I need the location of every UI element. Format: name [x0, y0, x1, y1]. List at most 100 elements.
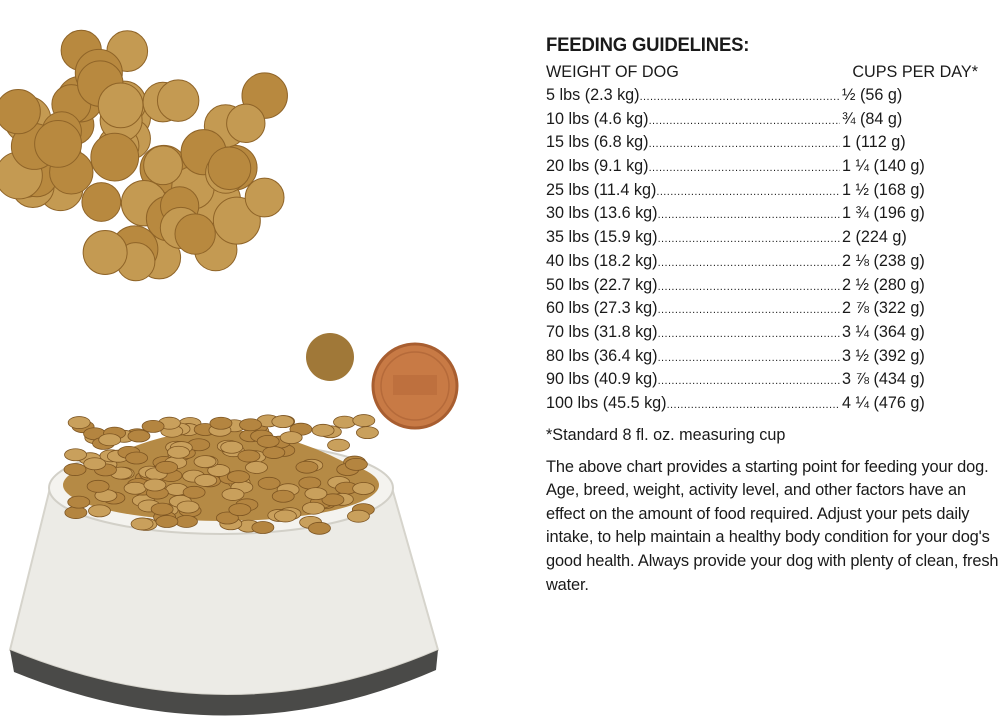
kibble — [227, 470, 250, 484]
kibble — [347, 509, 370, 523]
kibble — [221, 488, 245, 501]
kibble — [244, 177, 285, 218]
kibble — [176, 500, 200, 514]
weight-cell: 10 lbs (4.6 kg) — [546, 109, 649, 128]
description-paragraph: The above chart provides a starting poin… — [546, 457, 999, 594]
weight-cell: 100 lbs (45.5 kg) — [546, 393, 667, 412]
kibble — [245, 461, 268, 474]
cups-cell: 2 (224 g) — [842, 228, 907, 247]
table-row: 10 lbs (4.6 kg) ¾ (84 g) — [546, 108, 946, 132]
table-row: 15 lbs (6.8 kg) 1 (112 g) — [546, 131, 946, 155]
kibble — [207, 146, 252, 191]
kibble — [143, 478, 167, 492]
kibble — [298, 476, 322, 490]
kibble — [88, 504, 111, 518]
kibble — [271, 415, 295, 429]
kibble — [311, 423, 335, 437]
cups-cell: 1 ½ (168 g) — [842, 180, 925, 199]
kibble — [175, 515, 198, 528]
cups-cell: 2 ½ (280 g) — [842, 275, 925, 294]
kibble — [207, 464, 231, 477]
dot-leader — [658, 347, 840, 371]
kibble — [220, 440, 244, 454]
kibble — [155, 460, 179, 474]
kibble — [174, 213, 216, 255]
kibble — [352, 482, 376, 495]
kibble — [251, 521, 275, 534]
kibble — [257, 476, 281, 490]
dot-leader — [649, 110, 840, 134]
kibble — [333, 415, 356, 429]
product-photo — [0, 29, 459, 716]
kibble — [0, 88, 41, 135]
kibble — [81, 182, 122, 222]
kibble — [125, 451, 148, 465]
table-row: 100 lbs (45.5 kg) 4 ¼ (476 g) — [546, 392, 946, 416]
weight-cell: 80 lbs (36.4 kg) — [546, 346, 658, 365]
table-header: WEIGHT OF DOG CUPS PER DAY* — [546, 60, 978, 84]
kibble — [34, 119, 82, 168]
cups-cell: 3 ⅞ (434 g) — [842, 370, 925, 389]
kibble — [302, 501, 325, 515]
cups-cell: 2 ⅞ (322 g) — [842, 299, 925, 318]
kibble — [308, 521, 331, 535]
kibble — [262, 446, 286, 459]
dot-leader — [649, 133, 840, 157]
weight-cell: 50 lbs (22.7 kg) — [546, 275, 658, 294]
table-row: 35 lbs (15.9 kg) 2 (224 g) — [546, 226, 946, 250]
table-row: 90 lbs (40.9 kg) 3 ⅞ (434 g) — [546, 368, 946, 392]
dot-leader — [649, 157, 840, 181]
kibble — [86, 479, 110, 493]
header-cups: CUPS PER DAY* — [852, 63, 978, 81]
weight-cell: 90 lbs (40.9 kg) — [546, 370, 658, 389]
kibble — [237, 449, 261, 463]
dot-leader — [640, 86, 840, 110]
kibble — [83, 457, 107, 471]
cups-cell: 3 ½ (392 g) — [842, 346, 925, 365]
kibble — [256, 434, 280, 448]
dot-leader — [658, 252, 840, 276]
kibble — [143, 145, 183, 186]
weight-cell: 40 lbs (18.2 kg) — [546, 251, 658, 270]
cups-cell: 1 ¼ (140 g) — [842, 157, 925, 176]
dot-leader — [658, 228, 840, 252]
kibble — [209, 416, 233, 430]
kibble — [271, 489, 295, 503]
kibble — [304, 487, 328, 501]
penny-image — [371, 342, 459, 430]
dot-leader — [658, 323, 840, 347]
kibble — [63, 463, 87, 476]
table-row: 70 lbs (31.8 kg) 3 ¼ (364 g) — [546, 321, 946, 345]
kibble — [356, 426, 379, 440]
kibble — [127, 429, 151, 443]
dot-leader — [667, 394, 840, 418]
table-row: 60 lbs (27.3 kg) 2 ⅞ (322 g) — [546, 297, 946, 321]
footnote: *Standard 8 fl. oz. measuring cup — [546, 425, 786, 444]
feeding-table: 5 lbs (2.3 kg) ½ (56 g) 10 lbs (4.6 kg) ¾ (… — [546, 84, 1001, 416]
kibble — [90, 132, 140, 182]
table-row: 25 lbs (11.4 kg) 1 ½ (168 g) — [546, 179, 946, 203]
kibble — [194, 474, 218, 487]
kibble — [82, 229, 128, 275]
kibble — [141, 419, 165, 433]
kibble — [295, 460, 319, 474]
guidelines-title: FEEDING GUIDELINES: — [546, 34, 750, 56]
kibble — [130, 517, 154, 531]
kibble — [352, 414, 376, 427]
table-row: 30 lbs (13.6 kg) 1 ¾ (196 g) — [546, 202, 946, 226]
header-weight: WEIGHT OF DOG — [546, 63, 679, 81]
weight-cell: 15 lbs (6.8 kg) — [546, 133, 649, 152]
kibble — [344, 458, 368, 471]
cups-cell: 1 ¾ (196 g) — [842, 204, 925, 223]
kibble — [193, 455, 217, 469]
cups-cell: 1 (112 g) — [842, 133, 906, 152]
bowl-kibble — [63, 414, 379, 535]
kibble — [321, 493, 345, 507]
kibble — [239, 418, 262, 432]
cups-cell: 2 ⅛ (238 g) — [842, 251, 925, 270]
table-row: 40 lbs (18.2 kg) 2 ⅛ (238 g) — [546, 250, 946, 274]
kibble — [150, 502, 174, 516]
kibble — [273, 509, 297, 523]
dot-leader — [658, 204, 840, 228]
kibble — [215, 511, 239, 525]
